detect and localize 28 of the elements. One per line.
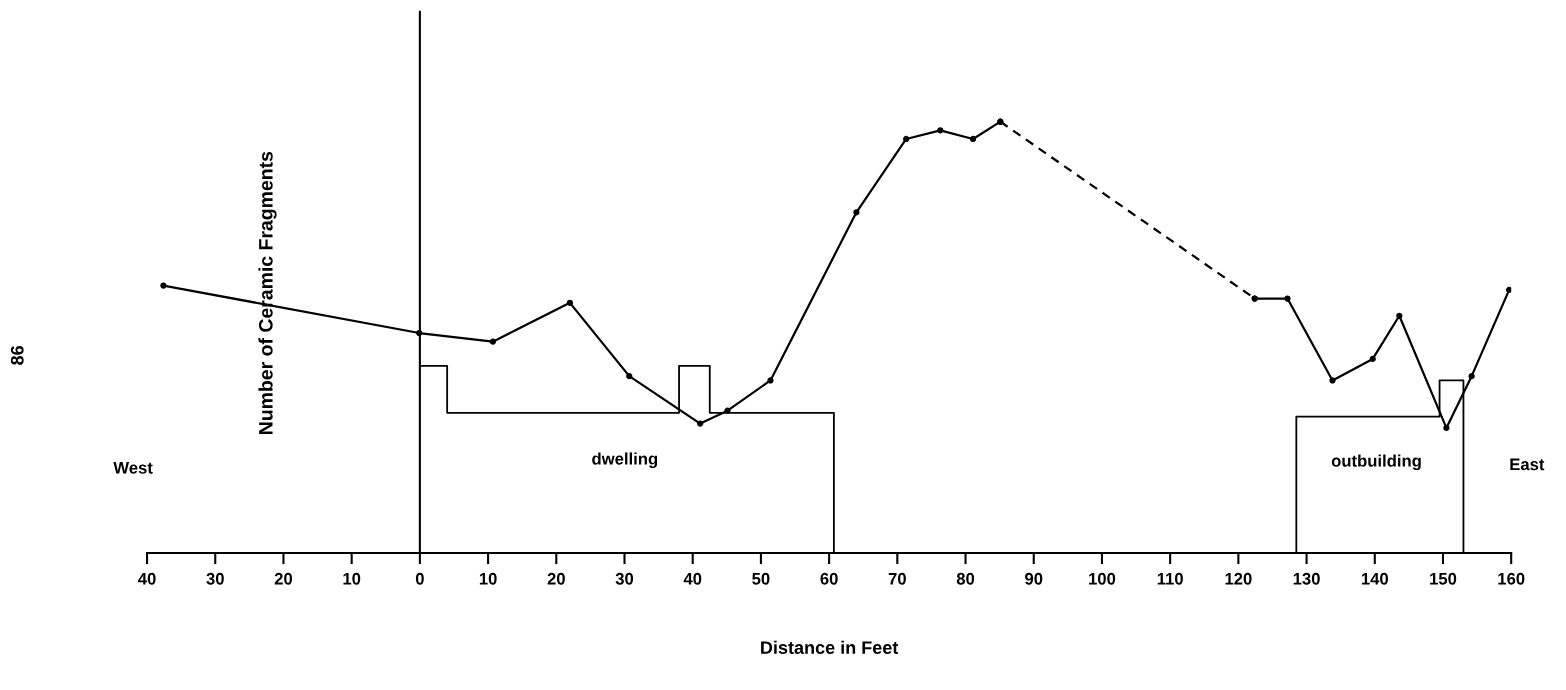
x-tick-label: 50	[752, 572, 770, 585]
x-tick-label: 130	[1293, 572, 1320, 585]
annotation: dwelling	[592, 452, 658, 469]
x-tick-label: 70	[888, 572, 906, 585]
annotation: East	[1510, 458, 1545, 471]
x-tick-label: 30	[206, 572, 224, 585]
x-tick-label: 160	[1498, 572, 1525, 585]
x-tick-label: 110	[1157, 572, 1183, 585]
x-tick-label: 60	[820, 572, 838, 585]
x-tick-label: 20	[274, 572, 293, 585]
x-tick-label: 80	[956, 572, 975, 585]
x-tick-label: 40	[683, 572, 702, 585]
annotation: outbuilding	[1331, 454, 1421, 471]
x-tick-label: 10	[479, 572, 497, 585]
x-tick-label: 20	[547, 572, 565, 585]
y-axis-title: Number of Ceramic Fragments	[258, 151, 277, 434]
x-tick-label: 150	[1430, 572, 1457, 585]
x-tick-label: 140	[1361, 572, 1388, 585]
x-tick-label: 10	[343, 572, 361, 585]
text: 86	[10, 345, 24, 365]
x-tick-label: 120	[1225, 572, 1252, 585]
x-tick-label: 30	[615, 572, 634, 585]
x-tick-label: 0	[415, 572, 424, 585]
x-tick-label: 40	[138, 572, 156, 585]
x-axis-title: Distance in Feet	[761, 640, 899, 654]
x-tick-label: 100	[1089, 572, 1116, 585]
x-tick-label: 90	[1025, 572, 1043, 585]
annotation: West	[113, 462, 153, 474]
